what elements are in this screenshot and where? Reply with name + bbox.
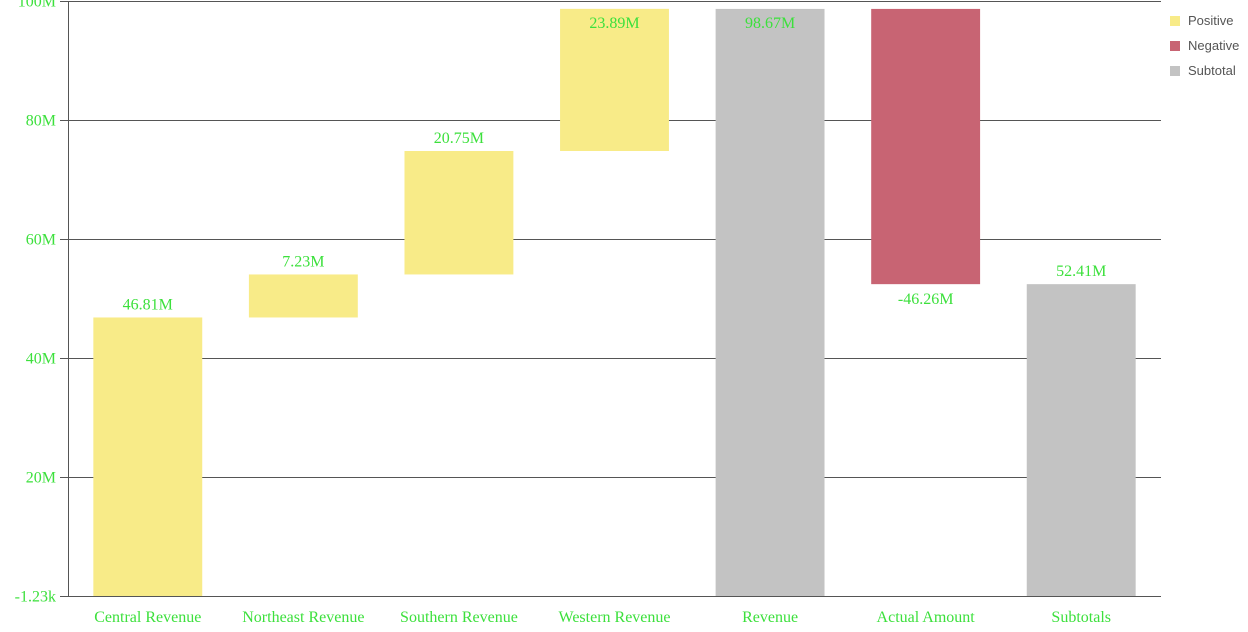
chart-canvas: -1.23k 20M 40M 60M 80M 100M Central Revenue No… <box>15 0 1161 626</box>
y-tick-label: 60M <box>26 232 56 249</box>
y-tick-label: 20M <box>26 470 56 487</box>
y-tick-label: 40M <box>26 351 56 368</box>
bar-value-label: 98.67M <box>745 15 795 32</box>
y-axis-ticks: -1.23k 20M 40M 60M 80M 100M <box>15 0 56 606</box>
bar-subtotal <box>1026 284 1136 596</box>
legend-swatch-subtotal <box>1170 65 1180 76</box>
bar-value-label: -46.26M <box>898 291 954 308</box>
bar-value-label: 20.75M <box>434 130 484 147</box>
x-category-label: Actual Amount <box>877 609 976 626</box>
bar-value-label: 7.23M <box>282 253 324 270</box>
value-labels: 46.81M 7.23M 20.75M 23.89M 98.67M -46.26M 52.4… <box>123 15 1107 314</box>
bar-positive <box>404 150 514 275</box>
bar-value-label: 46.81M <box>123 296 173 313</box>
bar-subtotal <box>715 8 825 596</box>
legend-swatch-negative <box>1170 40 1180 51</box>
x-category-label: Southern Revenue <box>400 609 518 626</box>
y-tick-label: 100M <box>18 0 56 11</box>
bars <box>93 8 1136 596</box>
x-category-label: Revenue <box>742 609 798 626</box>
legend-item-subtotal[interactable]: Subtotal <box>1170 58 1239 83</box>
legend-swatch-positive <box>1170 15 1180 26</box>
legend-label-positive: Positive <box>1188 13 1234 28</box>
bar-positive <box>560 8 669 151</box>
legend-item-negative[interactable]: Negative <box>1170 33 1239 58</box>
bar-value-label: 52.41M <box>1056 263 1106 280</box>
bar-negative <box>871 8 981 285</box>
bar-positive <box>248 274 358 318</box>
x-category-label: Northeast Revenue <box>242 609 364 626</box>
legend-label-negative: Negative <box>1188 38 1240 53</box>
y-tick-label: -1.23k <box>15 589 56 606</box>
gridlines <box>60 1 1161 597</box>
x-axis-labels: Central Revenue Northeast Revenue Southern… <box>94 609 1111 626</box>
legend-item-positive[interactable]: Positive <box>1170 8 1239 33</box>
chart-legend: Positive Negative Subtotal <box>1170 8 1239 83</box>
bar-positive <box>93 317 203 596</box>
x-category-label: Central Revenue <box>94 609 201 626</box>
legend-label-subtotal: Subtotal <box>1188 63 1236 78</box>
x-category-label: Western Revenue <box>559 609 671 626</box>
bar-value-label: 23.89M <box>589 15 639 32</box>
y-tick-label: 80M <box>26 113 56 130</box>
x-category-label: Subtotals <box>1051 609 1111 626</box>
